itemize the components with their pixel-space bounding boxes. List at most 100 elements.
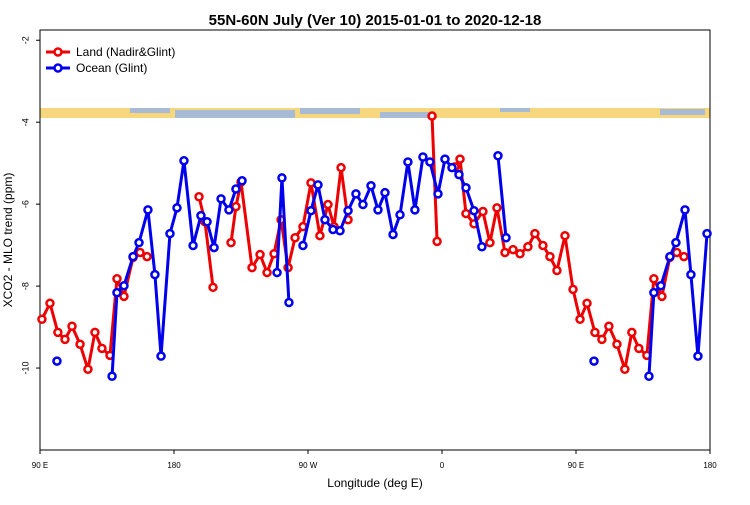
data-point xyxy=(433,189,443,199)
data-point xyxy=(179,155,189,166)
data-point xyxy=(226,237,236,248)
data-point xyxy=(112,287,122,298)
data-point xyxy=(290,232,300,243)
data-point xyxy=(454,169,464,180)
data-point xyxy=(515,248,525,259)
data-point xyxy=(142,251,152,262)
legend-marker xyxy=(53,63,63,73)
data-point xyxy=(657,291,667,302)
data-point xyxy=(343,205,353,216)
data-point xyxy=(336,162,346,173)
data-point xyxy=(119,280,129,291)
data-point xyxy=(493,151,503,161)
data-point xyxy=(135,247,145,258)
data-point xyxy=(209,242,219,253)
data-point xyxy=(156,351,166,361)
x-tick-label: 90 E xyxy=(32,461,48,470)
data-point xyxy=(590,327,600,338)
chart-title: 55N-60N July (Ver 10) 2015-01-01 to 2020… xyxy=(209,12,542,29)
data-point xyxy=(272,267,282,278)
x-tick-label: 90 E xyxy=(568,461,584,470)
data-point xyxy=(83,364,93,375)
data-point xyxy=(90,327,100,338)
data-point xyxy=(143,205,153,215)
data-point xyxy=(188,240,198,251)
data-point xyxy=(37,314,47,325)
data-point xyxy=(313,180,323,190)
data-point xyxy=(649,287,659,298)
map-strip xyxy=(40,108,710,118)
data-point xyxy=(679,251,689,262)
map-land xyxy=(40,108,710,118)
data-point xyxy=(649,273,659,284)
data-point xyxy=(440,154,450,164)
data-point xyxy=(530,228,540,239)
x-axis-title: Longitude (deg E) xyxy=(327,476,422,490)
data-point xyxy=(680,205,690,215)
map-ocean xyxy=(660,109,705,115)
data-point xyxy=(262,267,272,278)
data-point xyxy=(508,244,518,255)
data-point xyxy=(52,356,62,366)
data-point xyxy=(134,237,144,248)
map-ocean xyxy=(380,112,430,118)
data-point xyxy=(560,230,570,241)
data-point xyxy=(277,173,287,183)
data-point xyxy=(644,371,654,381)
data-point xyxy=(388,229,398,240)
y-tick-label: -4 xyxy=(20,118,30,126)
data-point xyxy=(455,154,465,164)
data-point xyxy=(45,298,55,309)
data-point xyxy=(373,205,383,215)
data-point xyxy=(620,364,630,375)
data-point xyxy=(395,210,405,220)
data-point xyxy=(627,327,637,338)
data-point xyxy=(216,194,226,204)
data-point xyxy=(208,282,218,293)
data-point xyxy=(298,240,308,251)
data-point xyxy=(597,334,607,345)
data-point xyxy=(172,203,182,213)
data-point xyxy=(568,284,578,295)
data-point xyxy=(119,291,129,302)
data-point xyxy=(366,180,376,191)
map-ocean xyxy=(130,108,170,113)
data-point xyxy=(237,176,247,186)
data-point xyxy=(492,203,502,213)
data-point xyxy=(112,273,122,284)
data-point xyxy=(202,217,212,227)
y-axis-title: XCO2 - MLO trend (ppm) xyxy=(1,173,15,308)
data-point xyxy=(582,298,592,309)
data-point xyxy=(589,356,599,366)
data-point xyxy=(306,205,316,216)
plot-frame xyxy=(39,29,711,451)
data-point xyxy=(427,111,437,121)
legend-label: Ocean (Glint) xyxy=(76,61,147,75)
data-point xyxy=(545,251,555,262)
data-point xyxy=(196,210,206,221)
data-point xyxy=(461,208,471,219)
y-tick-label: -2 xyxy=(20,36,30,44)
x-tick-label: 180 xyxy=(703,461,717,470)
data-point xyxy=(634,343,644,354)
data-point xyxy=(323,199,333,210)
data-point xyxy=(315,230,325,241)
data-point xyxy=(432,236,442,247)
map-ocean xyxy=(500,108,530,112)
data-point xyxy=(284,297,294,308)
data-point xyxy=(320,214,330,225)
data-point xyxy=(351,189,361,199)
data-point xyxy=(60,334,70,345)
series-line xyxy=(496,155,508,238)
data-point xyxy=(425,157,435,167)
x-tick-label: 90 W xyxy=(299,461,318,470)
data-point xyxy=(461,183,471,193)
data-point xyxy=(247,262,257,273)
data-point xyxy=(477,242,487,252)
data-point xyxy=(665,251,675,262)
data-point xyxy=(75,339,85,350)
data-point xyxy=(165,228,175,239)
